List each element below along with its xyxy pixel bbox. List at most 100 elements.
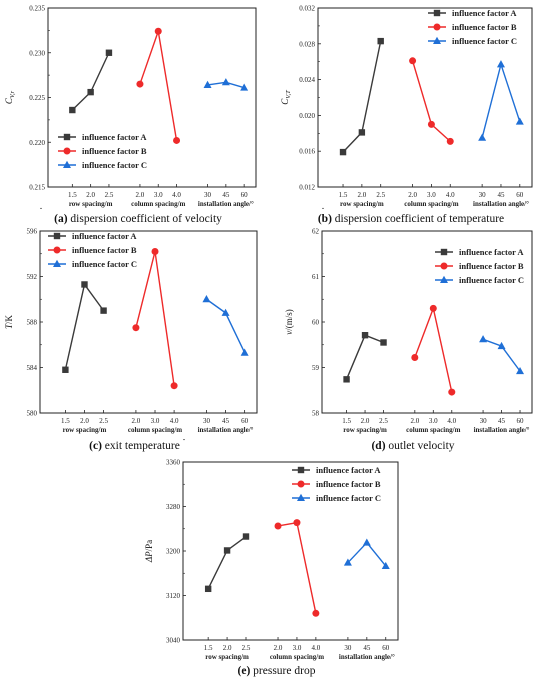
- data-point-circle: [132, 324, 140, 332]
- x-tick-label: 60: [241, 191, 249, 199]
- series-line-a: [71, 52, 110, 111]
- y-tick-label: 60: [312, 319, 320, 327]
- x-tick-label: 1.5: [342, 417, 351, 425]
- x-tick-label: 60: [517, 417, 525, 425]
- data-point-triangle: [240, 83, 249, 91]
- x-tick-label: 2.0: [136, 191, 145, 199]
- x-group-label: row spacing/m: [205, 653, 249, 661]
- y-tick-label: 3280: [166, 503, 181, 511]
- x-group-label: row spacing/m: [340, 200, 384, 208]
- x-tick-label: 2.0: [223, 644, 232, 652]
- x-group-label: row spacing/m: [69, 200, 113, 208]
- x-tick-label: 3.0: [427, 191, 436, 199]
- data-point-triangle: [362, 538, 371, 546]
- legend-marker-square: [440, 248, 448, 256]
- data-point-square: [377, 37, 384, 45]
- y-tick-label: 0.215: [29, 184, 45, 192]
- x-group-label: installation angle/°: [198, 426, 254, 434]
- y-tick-label: 0.235: [29, 5, 45, 13]
- data-point-square: [361, 331, 369, 339]
- legend-label: influence factor A: [452, 8, 517, 18]
- y-tick-label: 62: [312, 228, 320, 236]
- x-group-label: column spacing/m: [270, 653, 324, 661]
- data-point-circle: [170, 382, 178, 390]
- x-tick-label: 2.5: [379, 417, 388, 425]
- data-point-circle: [136, 80, 144, 88]
- y-tick-label: 0.032: [299, 5, 315, 13]
- x-tick-label: 2.0: [80, 417, 89, 425]
- data-point-circle: [429, 304, 437, 312]
- x-group-label: column spacing/m: [131, 200, 185, 208]
- legend-label: influence factor B: [82, 146, 147, 156]
- x-tick-label: 2.5: [99, 417, 108, 425]
- data-point-triangle: [203, 80, 212, 88]
- panel-caption: (d) outlet velocity: [371, 440, 454, 452]
- x-tick-label: 2.5: [376, 191, 385, 199]
- legend-marker-circle: [440, 262, 448, 270]
- chart-panel-a: 0.215 0.220 0.225 0.230 0.235 CV,r 1.5 2.0 2.5ro…: [4, 5, 257, 225]
- series-line-b: [277, 521, 317, 614]
- x-tick-label: 4.0: [447, 417, 456, 425]
- panel-caption: (a) dispersion coefficient of velocity: [54, 213, 222, 225]
- x-group-label: column spacing/m: [406, 426, 460, 434]
- data-point-circle: [448, 388, 456, 396]
- data-point-circle: [274, 522, 282, 530]
- y-tick-label: 0.230: [29, 49, 45, 57]
- x-tick-label: 45: [222, 191, 230, 199]
- x-tick-label: 1.5: [339, 191, 348, 199]
- x-tick-label: 2.0: [410, 417, 419, 425]
- legend-label: influence factor C: [452, 36, 517, 46]
- data-point-circle: [173, 136, 181, 144]
- x-tick-label: 60: [382, 644, 390, 652]
- legend-label: influence factor B: [316, 479, 381, 489]
- data-point-square: [339, 148, 347, 156]
- legend-marker-square: [53, 232, 61, 240]
- panel-caption: (e) pressure drop: [238, 665, 316, 677]
- data-point-square: [62, 366, 69, 373]
- y-tick-label: 592: [27, 273, 38, 281]
- data-point-triangle: [479, 335, 488, 343]
- y-axis-label: ΔP/Pa: [144, 540, 154, 563]
- panel-caption: (c) exit temperature: [89, 440, 180, 452]
- x-tick-label: 2.0: [408, 191, 417, 199]
- data-point-circle: [154, 27, 162, 35]
- x-tick-label: 4.0: [172, 191, 181, 199]
- series-line-a: [64, 282, 105, 370]
- data-point-triangle: [478, 133, 487, 141]
- data-point-square: [380, 339, 387, 346]
- series-line-c: [347, 541, 387, 567]
- x-tick-label: 60: [516, 191, 524, 199]
- y-axis-label: T/K: [4, 314, 14, 329]
- x-tick-label: 30: [344, 644, 352, 652]
- legend-label: influence factor A: [82, 132, 147, 142]
- series-line-c: [481, 61, 521, 138]
- data-point-circle: [411, 353, 419, 361]
- x-tick-label: 3.0: [151, 417, 160, 425]
- data-point-circle: [293, 519, 301, 527]
- legend-marker-square: [63, 133, 71, 141]
- series-line-b: [411, 60, 451, 142]
- x-tick-label: 1.5: [204, 644, 213, 652]
- x-tick-label: 1.5: [68, 191, 77, 199]
- data-point-square: [242, 533, 250, 540]
- x-group-label: row spacing/m: [343, 426, 387, 434]
- x-group-label: installation angle/°: [339, 653, 395, 661]
- x-group-label: column spacing/m: [128, 426, 182, 434]
- data-point-triangle: [240, 348, 249, 356]
- x-tick-label: 45: [363, 644, 371, 652]
- y-tick-label: 0.012: [299, 184, 315, 192]
- y-axis-label: CV,T: [280, 90, 292, 105]
- plot-frame: [321, 230, 533, 414]
- x-tick-label: 45: [498, 417, 506, 425]
- x-tick-label: 4.0: [170, 417, 179, 425]
- data-point-square: [204, 585, 212, 593]
- data-point-circle: [446, 137, 454, 145]
- x-tick-label: 3.0: [293, 644, 302, 652]
- legend-label: influence factor B: [459, 261, 524, 271]
- y-tick-label: 0.024: [299, 76, 315, 84]
- y-tick-label: 580: [27, 410, 38, 418]
- y-tick-label: 3120: [166, 592, 181, 600]
- y-axis-label: v/(m/s): [284, 309, 294, 335]
- legend-marker-triangle: [63, 160, 71, 168]
